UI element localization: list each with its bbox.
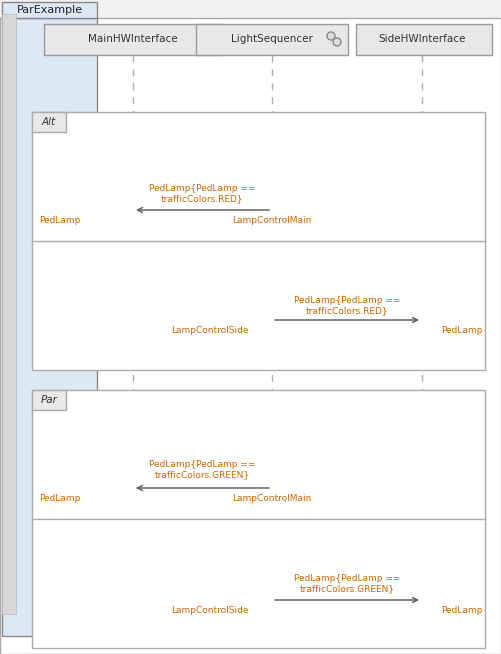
Text: PedLamp{PedLamp ==
trafficColors.GREEN}: PedLamp{PedLamp == trafficColors.GREEN} <box>149 460 255 479</box>
Bar <box>32 390 66 410</box>
Bar <box>32 112 66 132</box>
Text: PedLamp: PedLamp <box>39 216 81 225</box>
Bar <box>196 24 348 55</box>
Bar <box>44 24 222 55</box>
Bar <box>2 2 97 18</box>
Text: LampControlSide: LampControlSide <box>171 326 249 335</box>
Text: LampControlMain: LampControlMain <box>232 494 312 503</box>
Text: SideHWInterface: SideHWInterface <box>378 35 466 44</box>
Bar <box>356 24 492 55</box>
Bar <box>32 112 485 370</box>
Text: LightSequencer: LightSequencer <box>231 35 313 44</box>
Circle shape <box>333 38 341 46</box>
Text: LampControlMain: LampControlMain <box>232 216 312 225</box>
Bar <box>0 0 501 18</box>
Text: PedLamp{PedLamp ==
trafficColors.RED}: PedLamp{PedLamp == trafficColors.RED} <box>149 184 255 203</box>
Text: Alt: Alt <box>42 117 56 127</box>
Text: PedLamp: PedLamp <box>441 606 482 615</box>
Bar <box>32 390 485 648</box>
Text: PedLamp{PedLamp ==
trafficColors.GREEN}: PedLamp{PedLamp == trafficColors.GREEN} <box>294 574 400 593</box>
Text: PedLamp: PedLamp <box>39 494 81 503</box>
Text: PedLamp: PedLamp <box>441 326 482 335</box>
Bar <box>2 18 97 636</box>
Text: Par: Par <box>41 395 58 405</box>
Text: ParExample: ParExample <box>17 5 83 15</box>
Text: LampControlSide: LampControlSide <box>171 606 249 615</box>
Text: MainHWInterface: MainHWInterface <box>88 35 178 44</box>
Text: PedLamp{PedLamp ==
trafficColors.RED}: PedLamp{PedLamp == trafficColors.RED} <box>294 296 400 315</box>
Circle shape <box>327 32 335 40</box>
Bar <box>2 14 16 614</box>
